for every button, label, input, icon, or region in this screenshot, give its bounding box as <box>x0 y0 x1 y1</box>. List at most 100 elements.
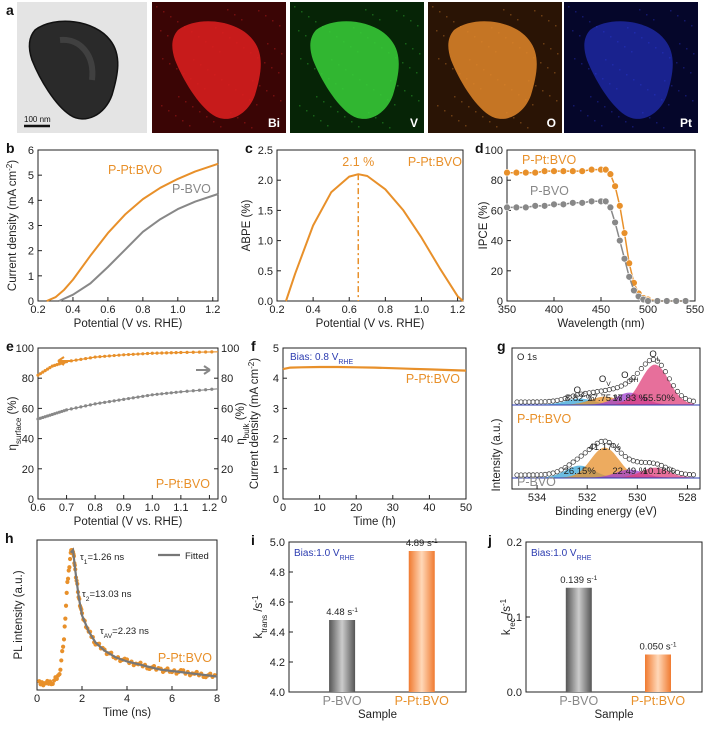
y-tick-label: 2.0 <box>258 175 273 187</box>
xps-data-point <box>690 398 697 404</box>
eds-map-speckle <box>358 126 360 128</box>
point-surface <box>169 351 173 355</box>
point-P-BVO <box>644 297 652 305</box>
eds-map-speckle <box>402 62 404 64</box>
point-P-Pt:BVO <box>587 165 596 174</box>
point-bulk <box>210 387 214 391</box>
eds-map-speckle <box>466 78 468 80</box>
chart-g: 534 532 530 528 Binding energy (eV) g Intensit… <box>491 338 701 518</box>
plot-frame <box>36 539 218 691</box>
x-tick-label: 2 <box>79 693 85 705</box>
x-tick-label: 8 <box>214 693 220 705</box>
eds-map-speckle <box>542 90 544 92</box>
y-tick-label: 60 <box>491 205 503 217</box>
eds-map-speckle <box>540 62 542 64</box>
point-P-BVO <box>653 297 662 305</box>
y-axis-label: ABPE (%) <box>241 199 253 251</box>
eds-map-speckle <box>274 48 276 50</box>
eds-map-speckle <box>234 14 236 16</box>
eds-map-speckle <box>482 116 484 118</box>
eds-map-speckle <box>272 20 274 22</box>
eds-map-speckle <box>604 106 606 108</box>
eds-map-speckle <box>389 127 391 129</box>
plot-frame <box>525 541 703 693</box>
point-bulk <box>197 388 202 392</box>
eds-map-speckle <box>601 125 603 127</box>
eds-map-speckle <box>517 19 519 21</box>
point-surface <box>107 354 112 358</box>
x-tick-label: 1.0 <box>145 502 160 514</box>
xps-data-point <box>542 399 548 405</box>
pl-data-point <box>61 644 66 649</box>
y-right-tick-label: 60 <box>221 403 233 415</box>
xps-data-point <box>590 443 596 449</box>
xps-data-point <box>670 383 676 389</box>
eds-map-speckle <box>460 26 462 28</box>
eds-map-speckle <box>191 31 193 33</box>
eds-map-speckle <box>669 57 671 59</box>
eds-map-speckle <box>242 94 244 96</box>
xps-data-point <box>518 399 524 405</box>
xps-data-point <box>530 399 536 405</box>
eds-map-speckle <box>330 106 332 108</box>
pl-data-point <box>50 681 55 687</box>
xps-data-point <box>534 399 540 405</box>
x-tick-label: 0.4 <box>305 304 320 316</box>
eds-map-speckle <box>451 115 453 117</box>
y-tick-label: 4.6 <box>270 597 285 609</box>
eds-map-speckle <box>278 72 280 74</box>
point-surface <box>141 352 145 356</box>
y-tick-label: 4 <box>273 373 279 385</box>
xps-percent-label: 41.17% <box>589 442 622 453</box>
eds-map-speckle <box>458 120 460 122</box>
eds-map-speckle <box>640 84 642 86</box>
xps-percent-label: 17.83 % <box>612 393 647 404</box>
series-bulk <box>37 388 219 420</box>
panel-letter: b <box>6 140 15 156</box>
eds-map-speckle <box>475 111 477 113</box>
point-surface <box>117 353 121 357</box>
eds-map-speckle <box>416 72 418 74</box>
eds-map-speckle <box>205 41 207 43</box>
point-surface <box>45 367 50 371</box>
fitted-curve <box>69 547 218 678</box>
x-tick-label: 0.7 <box>59 502 74 514</box>
y-tick-label: 3 <box>273 403 279 415</box>
point-P-BVO <box>606 203 615 212</box>
eds-map-speckle <box>167 35 169 37</box>
y-right-axis-label: ηbulk (%) <box>235 402 251 444</box>
xps-percent-label: 8.82 % <box>565 393 595 404</box>
eds-map-speckle <box>597 101 599 103</box>
point-bulk <box>150 393 154 397</box>
eds-map-speckle <box>444 110 446 112</box>
eds-map-speckle <box>691 25 693 27</box>
panel-letter: f <box>251 338 256 354</box>
xps-data-point <box>518 472 524 478</box>
eds-map-speckle <box>215 27 217 29</box>
eds-map-speckle <box>365 9 367 11</box>
y-tick-label: 40 <box>22 434 34 446</box>
y-tick-label: 0 <box>28 494 34 506</box>
eds-map-speckle <box>322 26 324 28</box>
pl-data-point <box>67 556 73 562</box>
eds-map-speckle <box>350 46 352 48</box>
xps-data-point <box>666 376 672 382</box>
chart-h: 0 2 4 6 8 Time (ns) h PL intensity (a.u.) Fitted… <box>5 530 220 719</box>
bar-value-label: 0.050 s-1 <box>639 641 676 653</box>
point-P-BVO <box>512 203 521 212</box>
x-tick-label: 0.6 <box>30 502 45 514</box>
x-axis-label: Wavelength (nm) <box>557 318 644 330</box>
eds-map-speckle <box>685 95 687 97</box>
point-surface <box>74 358 78 362</box>
point-bulk <box>107 400 112 404</box>
eds-map-speckle <box>374 42 376 44</box>
eds-map-speckle <box>300 58 302 60</box>
eds-map-speckle <box>452 68 454 70</box>
point-P-Pt:BVO <box>606 170 615 178</box>
xps-data-point <box>526 399 532 405</box>
eds-map-speckle <box>320 120 322 122</box>
eds-map-speckle <box>535 85 537 87</box>
point-bulk <box>64 408 69 412</box>
point-P-Pt:BVO <box>522 168 530 177</box>
eds-map-speckle <box>190 78 192 80</box>
